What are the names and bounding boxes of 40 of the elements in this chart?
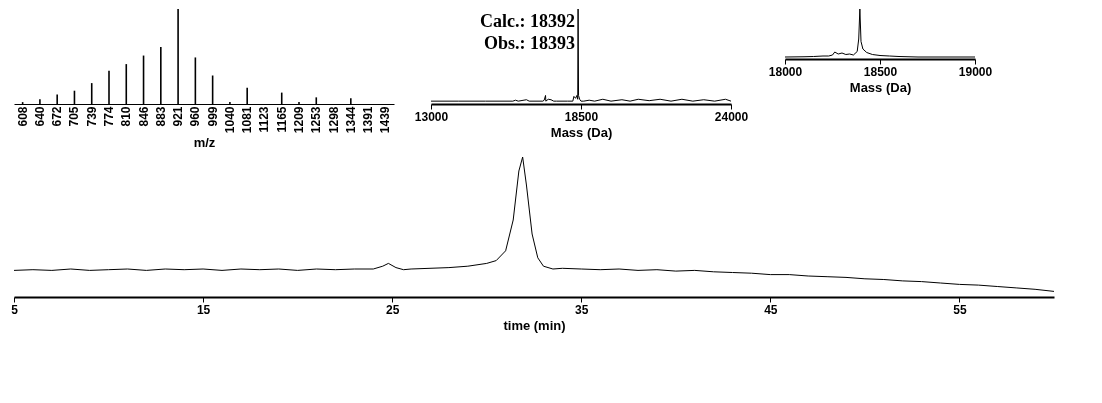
x-tick-label: 1391 [361,106,376,134]
x-tick-label: 883 [153,106,168,127]
x-tick-label: 18500 [564,109,599,124]
x-axis-title: m/z [193,135,216,151]
annotation: Calc.: 18392 [480,11,575,31]
x-tick-label: 1439 [378,106,393,134]
x-tick-label: 55 [953,302,967,317]
x-tick-label: 24000 [714,109,749,124]
annotation: Obs.: 18393 [483,33,575,53]
x-tick-label: 960 [188,106,203,127]
x-tick-label: 1081 [240,106,255,134]
x-tick-label: 640 [32,106,47,127]
x-tick-label: 774 [102,106,116,127]
x-tick-label: 1298 [326,106,341,134]
x-tick-label: 1123 [257,106,272,133]
x-tick-label: 846 [136,106,151,127]
x-tick-label: 25 [386,302,400,317]
x-tick-label: 19000 [958,64,993,79]
x-axis-title: time (min) [503,317,566,333]
x-tick-label: 672 [50,106,65,127]
x-tick-label: 13000 [414,109,449,124]
x-tick-label: 999 [205,106,220,127]
x-tick-label: 1040 [222,106,237,134]
x-axis-title: Mass (Da) [849,79,912,95]
x-tick-label: 5 [11,302,19,317]
x-tick-label: 1165 [274,106,289,133]
x-tick-label: 45 [764,302,778,317]
x-axis-title: Mass (Da) [550,124,613,140]
x-tick-label: 921 [171,106,186,127]
x-tick-label: 1344 [343,106,358,134]
x-tick-label: 18000 [768,64,803,79]
x-tick-label: 18500 [863,64,898,79]
x-tick-label: 705 [67,106,82,127]
x-tick-label: 1209 [292,106,306,134]
x-tick-label: 608 [15,106,30,127]
x-tick-label: 15 [196,302,211,317]
x-tick-label: 739 [84,106,99,127]
x-tick-label: 1253 [309,106,324,134]
x-tick-label: 810 [119,106,134,127]
x-tick-label: 35 [575,302,589,317]
